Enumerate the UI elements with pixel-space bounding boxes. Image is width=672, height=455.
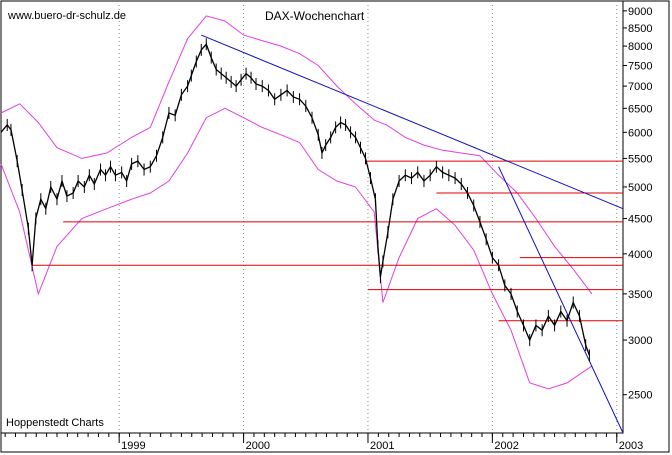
bollinger-lower-band	[0, 107, 593, 390]
y-tick-label-3: 4000	[628, 249, 652, 261]
x-tick-label-1: 2000	[246, 440, 270, 452]
support-lines	[32, 160, 623, 322]
x-tick-label-3: 2002	[494, 440, 518, 452]
y-tick-label-7: 6000	[628, 127, 652, 139]
x-tick-label-4: 2003	[619, 440, 643, 452]
y-tick-label-1: 3000	[628, 335, 652, 347]
price-series	[0, 38, 591, 362]
y-tick-label-2: 3500	[628, 289, 652, 301]
trend-line-1	[498, 166, 624, 434]
y-tick-label-8: 6500	[628, 103, 652, 115]
x-tick-label-2: 2001	[370, 440, 394, 452]
y-tick-label-4: 4500	[628, 214, 652, 226]
source-label: Hoppenstedt Charts	[6, 417, 104, 429]
chart-title: DAX-Wochenchart	[265, 9, 365, 23]
grid-lines	[118, 1, 618, 433]
y-tick-label-9: 7000	[628, 81, 652, 93]
trend-lines	[201, 34, 624, 434]
bollinger-bands	[0, 15, 593, 390]
axes: 2500 3000 3500 4000 4500 5000 5500 6000 6500 7000…	[4, 6, 652, 452]
y-tick-label-5: 5000	[628, 182, 652, 194]
website-label: www.buero-dr-schulz.de	[7, 10, 126, 22]
y-tick-label-11: 8000	[628, 41, 652, 53]
price-line	[0, 43, 591, 356]
y-tick-label-0: 2500	[628, 390, 652, 402]
bollinger-upper-band	[0, 15, 593, 295]
plot-area-border	[0, 0, 624, 434]
y-tick-label-12: 8500	[628, 23, 652, 35]
y-tick-label-13: 9000	[628, 6, 652, 18]
trend-line-0	[201, 34, 624, 210]
y-tick-label-10: 7500	[628, 60, 652, 72]
x-tick-label-0: 1999	[121, 440, 145, 452]
y-tick-label-6: 5500	[628, 153, 652, 165]
